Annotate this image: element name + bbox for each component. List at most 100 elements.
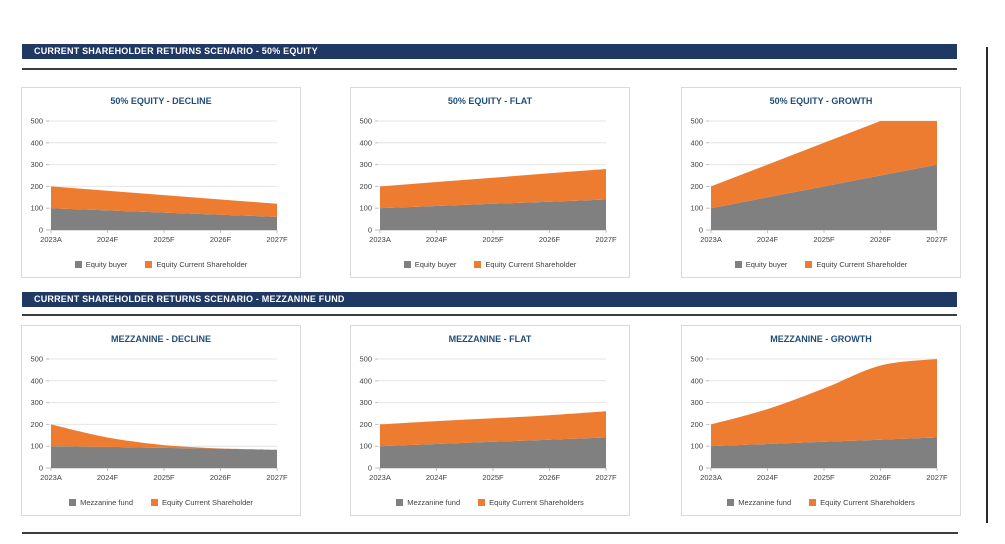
chart-canvas: 0 100 200 300 400 500 2023A 2024F 2025F 2026F 2027… [690, 355, 948, 483]
legend-item: Equity Current Shareholders [478, 498, 584, 507]
chart-canvas: 0 100 200 300 400 500 2023A 2024F 2025F 2026F 2027… [359, 117, 617, 245]
y-axis-tick-label: 500 [30, 355, 43, 364]
legend-item: Equity Current Shareholder [151, 498, 253, 507]
x-axis-tick-label: 2027F [266, 473, 288, 482]
x-axis-tick-label: 2025F [813, 473, 835, 482]
legend-marker-orange-icon [474, 261, 482, 268]
legend-item: Equity Current Shareholder [474, 260, 576, 269]
area-series-orange [51, 424, 277, 450]
y-axis-tick-label: 300 [690, 160, 703, 169]
area-series-orange [380, 169, 606, 209]
x-axis-tick-label: 2027F [926, 235, 948, 244]
legend-marker-gray-icon [396, 499, 404, 506]
x-axis-tick-label: 2025F [482, 473, 504, 482]
chart-card-equity-growth: 50% EQUITY - GROWTH 0 100 200 300 400 500 2023A… [681, 87, 961, 278]
legend-item: Equity Current Shareholder [145, 260, 247, 269]
x-axis-tick-label: 2025F [153, 473, 175, 482]
x-axis-tick-label: 2026F [870, 235, 892, 244]
legend-label: Equity Current Shareholder [816, 260, 908, 269]
y-axis-tick-label: 300 [690, 398, 703, 407]
area-series-gray [380, 199, 606, 230]
y-axis-tick-label: 400 [690, 138, 703, 147]
x-axis-tick-label: 2027F [926, 473, 948, 482]
legend-label: Equity Current Shareholder [162, 498, 253, 507]
y-axis-tick-label: 200 [30, 182, 43, 191]
legend-item: Equity buyer [74, 260, 128, 269]
legend-label: Equity Current Shareholder [156, 260, 248, 269]
y-axis-tick-label: 300 [359, 160, 372, 169]
x-axis-tick-label: 2024F [757, 235, 779, 244]
x-axis-tick-label: 2024F [97, 235, 119, 244]
chart-card-equity-flat: 50% EQUITY - FLAT 0 100 200 300 400 500 2023A 20… [350, 87, 630, 278]
x-axis-tick-label: 2024F [757, 473, 779, 482]
y-axis-tick-label: 0 [39, 226, 43, 235]
chart-legend: Mezzanine fund Equity Current Shareholder [22, 498, 300, 507]
x-axis-tick-label: 2026F [539, 473, 561, 482]
legend-marker-orange-icon [151, 499, 159, 506]
y-axis-tick-label: 100 [690, 442, 703, 451]
y-axis-tick-label: 0 [368, 464, 372, 473]
area-series-gray [51, 446, 277, 468]
area-series-orange [711, 359, 937, 447]
chart-canvas: 0 100 200 300 400 500 2023A 2024F 2025F 2026F 2027… [690, 117, 948, 245]
y-axis-tick-label: 200 [30, 420, 43, 429]
section-divider-top [22, 68, 957, 70]
x-axis-tick-label: 2023A [369, 235, 391, 244]
legend-label: Mezzanine fund [407, 498, 461, 507]
y-axis-tick-label: 100 [359, 442, 372, 451]
y-axis-tick-label: 100 [30, 204, 43, 213]
y-axis-tick-label: 500 [359, 117, 372, 126]
legend-label: Equity buyer [414, 260, 457, 269]
legend-label: Equity buyer [745, 260, 788, 269]
y-axis-tick-label: 200 [690, 182, 703, 191]
x-axis-tick-label: 2024F [97, 473, 119, 482]
y-axis-tick-label: 500 [30, 117, 43, 126]
y-axis-tick-label: 0 [699, 464, 703, 473]
chart-title: MEZZANINE - FLAT [448, 334, 532, 344]
x-axis-tick-label: 2023A [40, 473, 62, 482]
x-axis-tick-label: 2026F [870, 473, 892, 482]
section-divider-middle [22, 314, 957, 316]
y-axis-tick-label: 100 [30, 442, 43, 451]
y-axis-tick-label: 500 [690, 355, 703, 364]
area-series-gray [380, 437, 606, 468]
legend-item: Mezzanine fund [69, 498, 133, 507]
legend-marker-gray-icon [727, 499, 735, 506]
y-axis-tick-label: 200 [690, 420, 703, 429]
legend-label: Equity Current Shareholder [485, 260, 577, 269]
legend-label: Equity buyer [85, 260, 128, 269]
y-axis-tick-label: 400 [359, 376, 372, 385]
x-axis-tick-label: 2026F [539, 235, 561, 244]
x-axis-tick-label: 2023A [700, 235, 722, 244]
x-axis-tick-label: 2026F [210, 235, 232, 244]
chart-canvas: 0 100 200 300 400 500 2023A 2024F 2025F 2026F 2027… [30, 355, 288, 483]
chart-legend: Equity buyer Equity Current Shareholder [22, 260, 300, 269]
y-axis-tick-label: 300 [30, 160, 43, 169]
x-axis-tick-label: 2025F [482, 235, 504, 244]
y-axis-tick-label: 400 [690, 376, 703, 385]
page-break-line [986, 47, 988, 523]
x-axis-tick-label: 2026F [210, 473, 232, 482]
x-axis-tick-label: 2023A [40, 235, 62, 244]
legend-item: Mezzanine fund [727, 498, 791, 507]
chart-card-mezzanine-growth: MEZZANINE - GROWTH 0 100 200 300 400 500 2023A 2… [681, 325, 961, 516]
x-axis-tick-label: 2027F [266, 235, 288, 244]
area-series-gray [51, 208, 277, 230]
chart-canvas: 0 100 200 300 400 500 2023A 2024F 2025F 2026F 2027… [359, 355, 617, 483]
area-series-gray [711, 437, 937, 468]
chart-title: 50% EQUITY - FLAT [447, 96, 533, 106]
y-axis-tick-label: 200 [359, 182, 372, 191]
chart-legend: Mezzanine fund Equity Current Shareholder… [351, 498, 629, 507]
y-axis-tick-label: 300 [30, 398, 43, 407]
y-axis-tick-label: 400 [359, 138, 372, 147]
legend-label: Equity Current Shareholders [489, 498, 584, 507]
x-axis-tick-label: 2027F [595, 473, 617, 482]
x-axis-tick-label: 2025F [813, 235, 835, 244]
legend-marker-gray-icon [734, 261, 742, 268]
area-series-orange [711, 121, 937, 209]
chart-canvas: 0 100 200 300 400 500 2023A 2024F 2025F 2026F 2027… [30, 117, 288, 245]
chart-title: MEZZANINE - GROWTH [770, 334, 872, 344]
x-axis-tick-label: 2023A [369, 473, 391, 482]
y-axis-tick-label: 0 [368, 226, 372, 235]
